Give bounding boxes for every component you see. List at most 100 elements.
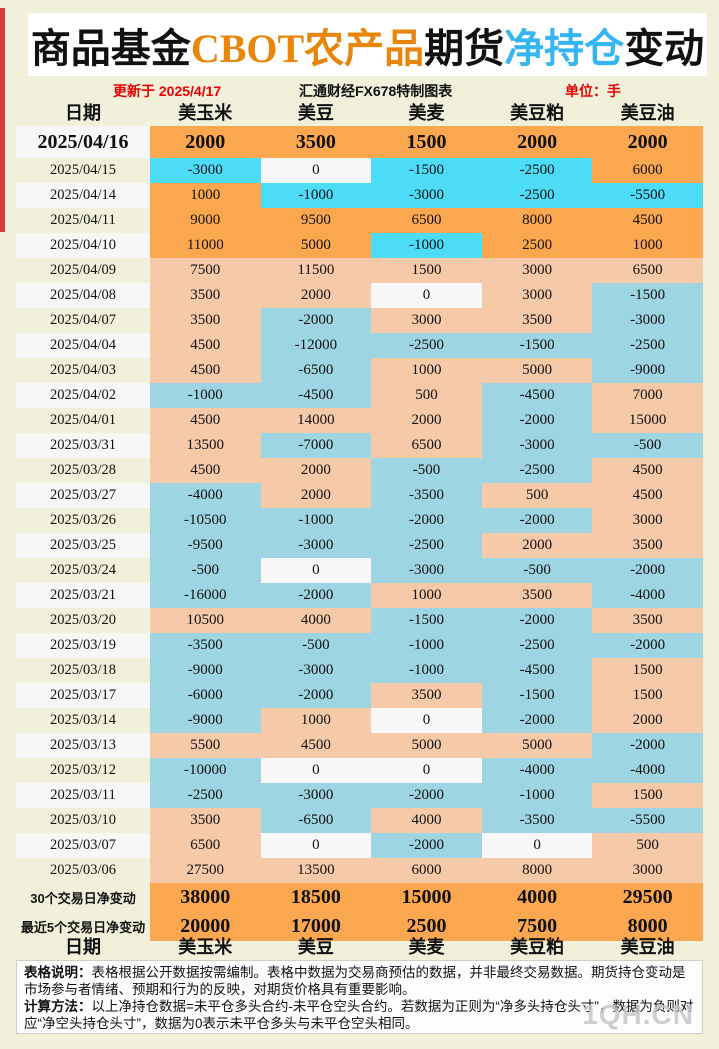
summary-value: 29500 <box>592 883 703 912</box>
table-row: 2025/03/13 5500 4500 5000 5000 -2000 <box>16 733 703 758</box>
column-header-soymeal: 美豆粕 <box>510 102 565 123</box>
note-description-text: 表格根据公开数据按需编制。表格中数据为交易商预估的数据，并非最终交易数据。期货持… <box>24 965 686 997</box>
notes-box: 表格说明：表格根据公开数据按需编制。表格中数据为交易商预估的数据，并非最终交易数… <box>16 960 703 1034</box>
cell-value: -1000 <box>371 233 482 258</box>
cell-value: 2000 <box>260 458 372 483</box>
table-row: 2025/04/11 9000 9500 6500 8000 4500 <box>16 208 703 233</box>
cell-value: -1000 <box>260 183 372 208</box>
footer-header-wheat: 美麦 <box>408 937 445 957</box>
cell-value: 4500 <box>150 333 261 358</box>
cell-value: -1000 <box>150 383 261 408</box>
cell-value: -6500 <box>260 358 372 383</box>
cell-value: -3500 <box>371 483 482 508</box>
title-segment-orange: CBOT农产品 <box>190 25 425 71</box>
row-date: 2025/04/14 <box>16 183 150 208</box>
cell-value: 500 <box>592 833 703 858</box>
cell-value: -4000 <box>592 758 703 783</box>
cell-value: 14000 <box>260 408 372 433</box>
cell-value: -3000 <box>371 183 482 208</box>
row-date: 2025/03/07 <box>16 833 150 858</box>
cell-value: -16000 <box>150 583 261 608</box>
row-date: 2025/04/03 <box>16 358 150 383</box>
cell-value: -3000 <box>150 158 261 183</box>
summary-value: 38000 <box>150 883 261 912</box>
cell-value: 1500 <box>592 658 703 683</box>
row-date: 2025/03/25 <box>16 533 150 558</box>
cell-value: -2000 <box>371 508 482 533</box>
table-row: 2025/04/14 1000 -1000 -3000 -2500 -5500 <box>16 183 703 208</box>
footer-header-corn: 美玉米 <box>178 937 233 957</box>
cell-value: 0 <box>260 758 372 783</box>
cell-value: 0 <box>260 833 372 858</box>
row-date: 2025/03/20 <box>16 608 150 633</box>
table-row: 2025/03/28 4500 2000 -500 -2500 4500 <box>16 458 703 483</box>
cell-value: -1500 <box>481 333 593 358</box>
cell-value: -2000 <box>260 583 372 608</box>
cell-value: 4500 <box>592 458 703 483</box>
cell-value: -9000 <box>150 708 261 733</box>
summary-value: 7500 <box>481 912 593 941</box>
cell-value: 4500 <box>150 408 261 433</box>
cell-value: -500 <box>592 433 703 458</box>
cell-value: -9500 <box>150 533 261 558</box>
cell-value: -2500 <box>481 158 593 183</box>
title-segment-blue: 净持仓 <box>504 25 625 71</box>
table-row: 2025/03/19 -3500 -500 -1000 -2500 -2000 <box>16 633 703 658</box>
cell-value: 0 <box>260 558 372 583</box>
cell-value: -500 <box>260 633 372 658</box>
table-row: 2025/04/10 11000 5000 -1000 2500 1000 <box>16 233 703 258</box>
cell-value: -5500 <box>592 183 703 208</box>
cell-value: -4000 <box>150 483 261 508</box>
row-date: 2025/04/08 <box>16 283 150 308</box>
summary-row: 最近5个交易日净变动 20000 17000 2500 7500 8000 <box>16 912 703 941</box>
cell-value: 2000 <box>260 483 372 508</box>
cell-value: 11000 <box>150 233 261 258</box>
table-row: 2025/03/27 -4000 2000 -3500 500 4500 <box>16 483 703 508</box>
title-segment: 变动 <box>624 25 705 71</box>
cell-value: -500 <box>481 558 593 583</box>
summary-row: 30个交易日净变动 38000 18500 15000 4000 29500 <box>16 883 703 912</box>
footer-header-soymeal: 美豆粕 <box>510 937 565 957</box>
cell-value: -2500 <box>481 458 593 483</box>
table-row: 2025/03/20 10500 4000 -1500 -2000 3500 <box>16 608 703 633</box>
row-date: 2025/03/12 <box>16 758 150 783</box>
cell-value: -3500 <box>481 808 593 833</box>
row-date: 2025/04/11 <box>16 208 150 233</box>
cell-value: 9500 <box>260 208 372 233</box>
table-row: 2025/04/09 7500 11500 1500 3000 6500 <box>16 258 703 283</box>
note-description-label: 表格说明： <box>24 965 92 980</box>
cell-value: 5000 <box>481 733 593 758</box>
row-date: 2025/03/24 <box>16 558 150 583</box>
cell-value: 1500 <box>371 126 482 158</box>
cell-value: 4500 <box>150 358 261 383</box>
cell-value: 500 <box>481 483 593 508</box>
cell-value: 3500 <box>150 283 261 308</box>
summary-label: 最近5个交易日净变动 <box>16 912 150 941</box>
cell-value: 2000 <box>481 126 593 158</box>
row-date: 2025/04/15 <box>16 158 150 183</box>
summary-value: 8000 <box>592 912 703 941</box>
cell-value: 3500 <box>481 583 593 608</box>
cell-value: 5000 <box>371 733 482 758</box>
table-row: 2025/03/10 3500 -6500 4000 -3500 -5500 <box>16 808 703 833</box>
table-row: 2025/03/11 -2500 -3000 -2000 -1000 1500 <box>16 783 703 808</box>
table-row: 2025/04/07 3500 -2000 3000 3500 -3000 <box>16 308 703 333</box>
column-headers: 日期 美玉米 美豆 美麦 美豆粕 美豆油 <box>16 99 703 124</box>
cell-value: 1000 <box>371 583 482 608</box>
row-date: 2025/04/04 <box>16 333 150 358</box>
cell-value: 3000 <box>592 508 703 533</box>
cell-value: -1000 <box>371 633 482 658</box>
cell-value: -4500 <box>260 383 372 408</box>
summary-value: 20000 <box>150 912 261 941</box>
footer-header-soyoil: 美豆油 <box>620 937 675 957</box>
cell-value: 3500 <box>150 308 261 333</box>
cell-value: 8000 <box>481 858 593 883</box>
page-title: 商品基金 CBOT农产品 期货 净持仓 变动 <box>28 13 707 76</box>
cell-value: 2000 <box>481 533 593 558</box>
cell-value: 3500 <box>260 126 372 158</box>
cell-value: 1000 <box>150 183 261 208</box>
cell-value: -9000 <box>592 358 703 383</box>
cell-value: -1500 <box>592 283 703 308</box>
cell-value: 7000 <box>592 383 703 408</box>
row-date: 2025/04/09 <box>16 258 150 283</box>
